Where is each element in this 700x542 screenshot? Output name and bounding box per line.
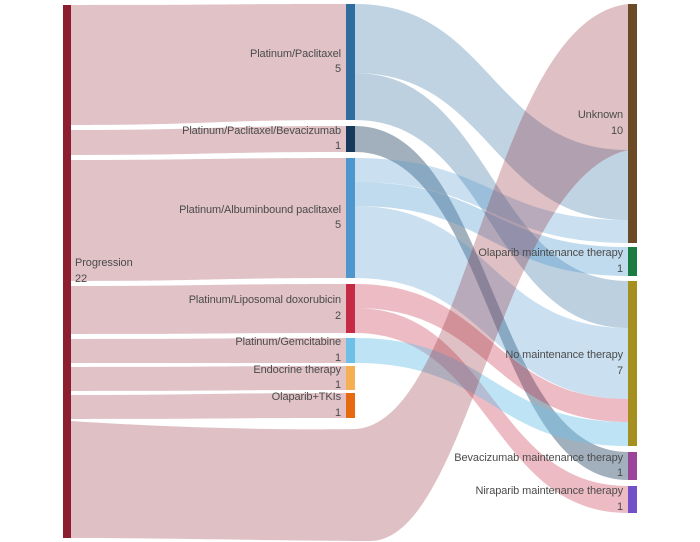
sankey-link-progression--olaparib-tkis bbox=[71, 393, 346, 419]
sankey-link-platinum-paclitaxel--unknown bbox=[355, 4, 628, 220]
sankey-link-platinum-albuminbound-paclitaxel--unknown bbox=[355, 158, 628, 243]
sankey-node-endocrine-therapy bbox=[346, 366, 355, 390]
sankey-link-progression--unknown bbox=[71, 4, 628, 541]
sankey-node-progression bbox=[63, 5, 71, 538]
sankey-node-olaparib-maintenance-therapy bbox=[628, 247, 637, 276]
sankey-link-progression--platinum-paclitaxel bbox=[71, 4, 346, 125]
sankey-link-platinum-gemcitabine--no-maintenance-therapy bbox=[355, 338, 628, 446]
sankey-nodes-layer bbox=[63, 4, 637, 538]
sankey-link-platinum-albuminbound-paclitaxel--no-maintenance-therapy bbox=[355, 206, 628, 399]
sankey-node-niraparib-maintenance-therapy bbox=[628, 486, 637, 513]
sankey-link-platinum-liposomal-doxorubicin--no-maintenance-therapy bbox=[355, 284, 628, 422]
sankey-node-bevacizumab-maintenance-therapy bbox=[628, 452, 637, 480]
sankey-node-platinum-gemcitabine bbox=[346, 338, 355, 363]
sankey-node-platinum-paclitaxel bbox=[346, 4, 355, 120]
sankey-link-progression--platinum-albuminbound-paclitaxel bbox=[71, 158, 346, 281]
sankey-link-platinum-paclitaxel-bevacizumab--bevacizumab-maintenance-therapy bbox=[355, 126, 628, 480]
sankey-node-no-maintenance-therapy bbox=[628, 281, 637, 446]
sankey-link-platinum-albuminbound-paclitaxel--olaparib-maintenance-therapy bbox=[355, 182, 628, 276]
sankey-link-progression--platinum-liposomal-doxorubicin bbox=[71, 284, 346, 334]
sankey-link-progression--platinum-paclitaxel-bevacizumab bbox=[71, 126, 346, 155]
sankey-link-platinum-liposomal-doxorubicin--niraparib-maintenance-therapy bbox=[355, 308, 628, 513]
sankey-link-platinum-paclitaxel--no-maintenance-therapy bbox=[355, 73, 628, 328]
sankey-node-platinum-albuminbound-paclitaxel bbox=[346, 158, 355, 278]
sankey-node-platinum-paclitaxel-bevacizumab bbox=[346, 126, 355, 152]
sankey-link-progression--endocrine-therapy bbox=[71, 366, 346, 391]
sankey-node-unknown bbox=[628, 4, 637, 243]
sankey-link-progression--platinum-gemcitabine bbox=[71, 338, 346, 363]
sankey-links-layer bbox=[71, 4, 628, 541]
sankey-node-olaparib-tkis bbox=[346, 393, 355, 418]
sankey-node-platinum-liposomal-doxorubicin bbox=[346, 284, 355, 333]
